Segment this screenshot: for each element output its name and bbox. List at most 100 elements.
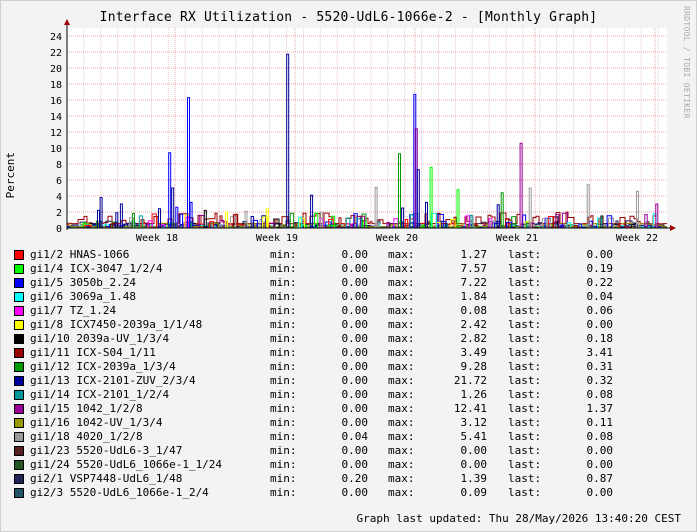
legend-max-label: max: [388, 262, 415, 275]
series-spike [429, 166, 433, 228]
legend-min-value: 0.00 [341, 444, 369, 457]
series-bump [541, 218, 548, 228]
legend-min-value: 0.00 [341, 304, 369, 317]
legend-min-label: min: [270, 304, 297, 317]
legend-max-label: max: [388, 416, 415, 429]
x-tick-label: Week 19 [256, 233, 298, 244]
legend-max-value: 5.41 [460, 430, 488, 443]
legend-series-name: gi1/23 5520-UdL6-3_1/47 [30, 444, 183, 457]
series-spike [158, 208, 161, 228]
series-bump [606, 215, 613, 228]
y-tick-label: 0 [56, 224, 62, 235]
legend-max-label: max: [388, 304, 415, 317]
series-bump [566, 222, 572, 228]
series-bump [218, 224, 223, 228]
series-bump [131, 213, 135, 228]
legend-swatch [14, 348, 24, 358]
legend-last-value: 0.32 [586, 374, 614, 387]
legend-min-value: 0.00 [341, 416, 369, 429]
series-bump [319, 218, 324, 228]
legend-max-value: 1.26 [460, 388, 488, 401]
series-bump [328, 218, 334, 228]
series-bump [147, 220, 153, 228]
legend-last-value: 0.06 [586, 304, 614, 317]
legend-swatch [14, 432, 24, 442]
series-spike [320, 211, 324, 228]
legend-min-label: min: [270, 486, 297, 499]
y-tick-label: 18 [50, 80, 62, 91]
legend-min-value: 0.00 [341, 486, 369, 499]
y-tick-label: 4 [56, 192, 62, 203]
legend-min-label: min: [270, 444, 297, 457]
legend-swatch [14, 250, 24, 260]
legend-last-label: last: [508, 304, 542, 317]
legend-series-name: gi1/10 2039a-UV_1/3/4 [30, 332, 170, 345]
series-bump [548, 216, 555, 228]
legend-last-label: last: [508, 486, 542, 499]
legend-max-label: max: [388, 360, 415, 373]
series-spike [119, 203, 123, 228]
legend-min-value: 0.00 [341, 346, 369, 359]
legend-series-name: gi1/11 ICX-S04_1/11 [30, 346, 156, 359]
series-spike [398, 153, 401, 228]
series-bump [652, 224, 657, 228]
legend-swatch [14, 362, 24, 372]
legend-min-value: 0.00 [341, 374, 369, 387]
legend-min-value: 0.04 [341, 430, 369, 443]
legend-max-value: 2.42 [460, 318, 488, 331]
legend-last-value: 0.00 [586, 248, 614, 261]
legend-swatch [14, 390, 24, 400]
legend-last-label: last: [508, 360, 542, 373]
legend-last-label: last: [508, 262, 542, 275]
series-bump [560, 224, 565, 228]
legend-last-value: 0.87 [586, 472, 614, 485]
legend-last-label: last: [508, 318, 542, 331]
legend-max-value: 12.41 [453, 402, 487, 415]
legend-last-value: 0.04 [586, 290, 614, 303]
series-spike [171, 187, 175, 228]
legend-min-label: min: [270, 290, 297, 303]
x-tick-label: Week 18 [136, 233, 178, 244]
legend-swatch [14, 418, 24, 428]
series-spike [636, 190, 639, 228]
series-bump [440, 220, 447, 228]
legend-series-name: gi2/1 VSP7448-UdL6_1/48 [30, 472, 183, 485]
legend-last-value: 0.19 [586, 262, 614, 275]
legend-max-label: max: [388, 276, 415, 289]
legend-max-value: 0.00 [460, 444, 488, 457]
legend-swatch [14, 264, 24, 274]
legend-last-label: last: [508, 332, 542, 345]
legend-min-value: 0.00 [341, 248, 369, 261]
y-tick-label: 2 [56, 208, 62, 219]
legend-min-value: 0.20 [341, 472, 369, 485]
legend-series-name: gi2/3 5520-UdL6_1066e-1_2/4 [30, 486, 209, 499]
legend-last-value: 1.37 [586, 402, 614, 415]
legend-max-label: max: [388, 472, 415, 485]
legend-max-value: 0.00 [460, 458, 488, 471]
legend-series-name: gi1/2 HNAS-1066 [30, 248, 130, 261]
series-bump [361, 213, 367, 228]
series-bump [262, 216, 268, 228]
legend-last-label: last: [508, 402, 542, 415]
legend-min-value: 0.00 [341, 318, 369, 331]
x-tick-label: Week 22 [616, 233, 658, 244]
rrdtool-watermark: RRDTOOL / TOBI OETIKER [682, 6, 691, 119]
legend-swatch [14, 460, 24, 470]
series-bump [488, 218, 493, 228]
legend-last-label: last: [508, 458, 542, 471]
legend-swatch [14, 292, 24, 302]
series-bump [573, 225, 578, 228]
legend-max-value: 9.28 [460, 360, 488, 373]
legend-series-name: gi1/15 1042_1/2/8 [30, 402, 143, 415]
series-spike [115, 212, 119, 228]
series-spike [265, 208, 269, 228]
series-bump [597, 217, 602, 228]
series-spike [416, 169, 420, 228]
legend-swatch [14, 306, 24, 316]
legend-max-value: 1.39 [460, 472, 488, 485]
legend-swatch [14, 488, 24, 498]
legend-max-value: 0.09 [460, 486, 488, 499]
legend-swatch [14, 446, 24, 456]
legend-series-name: gi1/6 3069a_1.48 [30, 290, 136, 303]
